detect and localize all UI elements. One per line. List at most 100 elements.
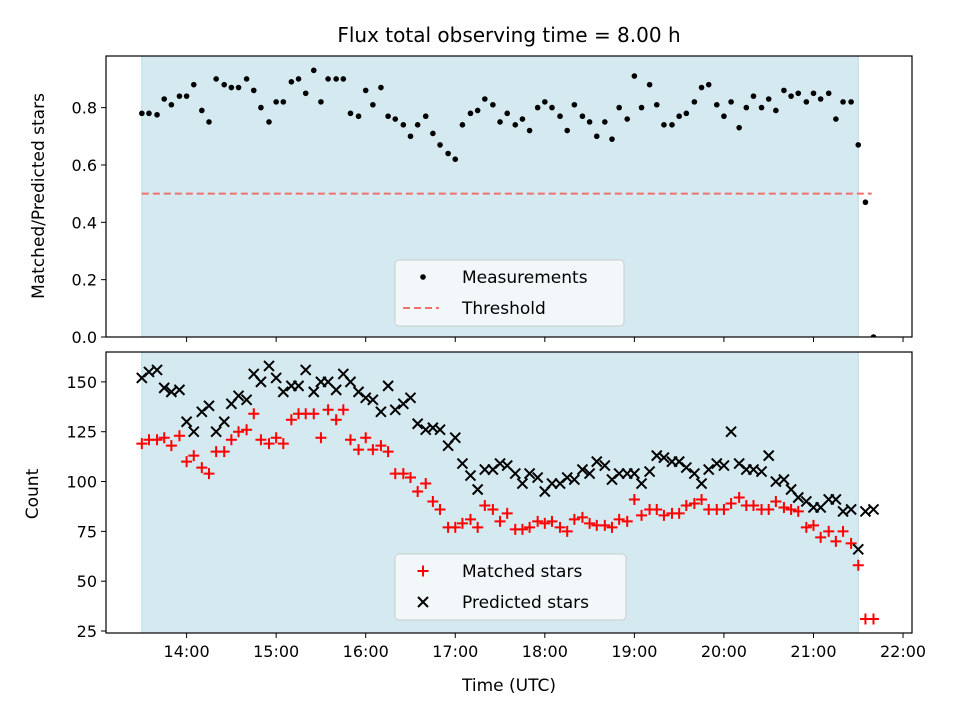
- data-point: [270, 432, 282, 444]
- data-point: [285, 414, 297, 426]
- data-point: [295, 76, 302, 82]
- x-tick-label: 21:00: [790, 642, 836, 661]
- data-point: [599, 519, 611, 531]
- data-point: [407, 133, 414, 140]
- data-point: [487, 503, 499, 515]
- data-point: [549, 104, 555, 111]
- data-point: [151, 364, 163, 376]
- data-point: [725, 497, 737, 509]
- bottom-y-axis-label: Count: [23, 468, 43, 519]
- data-point: [803, 99, 810, 105]
- data-point: [576, 463, 589, 476]
- data-point: [330, 414, 342, 426]
- data-point: [524, 521, 536, 533]
- data-point: [270, 372, 282, 384]
- data-point: [255, 434, 267, 446]
- data-point: [807, 519, 819, 531]
- data-point: [203, 468, 215, 480]
- data-point: [733, 491, 745, 503]
- data-point: [280, 99, 287, 105]
- data-point: [638, 104, 645, 111]
- data-point: [542, 99, 548, 105]
- data-point: [190, 81, 197, 88]
- data-point: [213, 76, 219, 82]
- data-point: [516, 477, 529, 490]
- x-tick-label: 15:00: [253, 642, 299, 661]
- data-point: [427, 422, 439, 434]
- data-point: [168, 101, 175, 108]
- data-point: [636, 509, 648, 521]
- data-point: [325, 76, 331, 82]
- data-point: [830, 493, 842, 506]
- data-point: [711, 457, 723, 470]
- data-point: [568, 513, 580, 525]
- data-point: [833, 116, 839, 122]
- data-point: [397, 468, 409, 480]
- data-point: [845, 503, 857, 516]
- data-point: [158, 432, 170, 444]
- data-point: [420, 424, 432, 436]
- data-point: [593, 133, 600, 140]
- data-point: [302, 90, 309, 97]
- x-axis-label: Time (UTC): [461, 676, 556, 696]
- data-point: [449, 431, 461, 444]
- data-point: [546, 515, 558, 527]
- legend-label: Predicted stars: [462, 593, 589, 613]
- series-predicted-stars: [136, 360, 880, 556]
- data-point: [778, 473, 790, 486]
- x-tick-label: 19:00: [611, 642, 657, 661]
- data-point: [658, 509, 670, 521]
- data-point: [602, 119, 608, 125]
- data-point: [792, 505, 804, 517]
- data-point: [651, 503, 663, 515]
- data-point: [532, 515, 544, 527]
- data-point: [584, 517, 596, 529]
- data-point: [310, 67, 317, 74]
- data-point: [526, 127, 533, 134]
- data-point: [206, 119, 212, 125]
- y-tick-label: 0.2: [72, 271, 97, 290]
- data-point: [778, 501, 790, 513]
- data-point: [773, 107, 779, 114]
- legend: Measurements Threshold: [394, 259, 625, 327]
- data-point: [586, 119, 593, 125]
- data-point: [258, 104, 264, 111]
- data-point: [599, 459, 611, 472]
- data-point: [557, 113, 563, 120]
- data-point: [718, 503, 730, 515]
- data-point: [606, 521, 618, 533]
- top-chart-title: Flux total observing time = 8.00 h: [337, 23, 680, 47]
- data-point: [725, 426, 737, 438]
- data-point: [698, 84, 705, 91]
- data-marks: [136, 360, 880, 625]
- data-point: [210, 426, 222, 438]
- data-point: [218, 446, 230, 458]
- data-point: [676, 113, 682, 120]
- legend-marker-x: [417, 596, 429, 608]
- data-point: [840, 99, 846, 105]
- y-tick-label: 0.0: [72, 328, 97, 347]
- data-point: [494, 457, 506, 470]
- data-point: [696, 493, 708, 505]
- data-point: [266, 119, 272, 125]
- data-point: [414, 122, 421, 128]
- data-point: [389, 404, 401, 416]
- data-point: [539, 517, 551, 529]
- bottom-panel: 14:00 15:00 16:00 17:00 18:00 19:00 20:00 21:00…: [66, 351, 926, 661]
- data-point: [154, 111, 160, 118]
- data-point: [669, 122, 675, 128]
- data-point: [392, 116, 399, 122]
- data-point: [459, 122, 466, 128]
- data-point: [263, 360, 275, 372]
- data-point: [695, 477, 708, 490]
- data-point: [680, 461, 693, 474]
- axes-frame: [105, 351, 913, 634]
- data-point: [422, 113, 429, 120]
- data-point: [516, 523, 528, 535]
- data-point: [509, 467, 521, 480]
- data-point: [523, 467, 536, 480]
- axes-frame: [105, 55, 913, 338]
- data-point: [800, 521, 812, 533]
- data-point: [243, 76, 250, 82]
- data-point: [579, 113, 586, 120]
